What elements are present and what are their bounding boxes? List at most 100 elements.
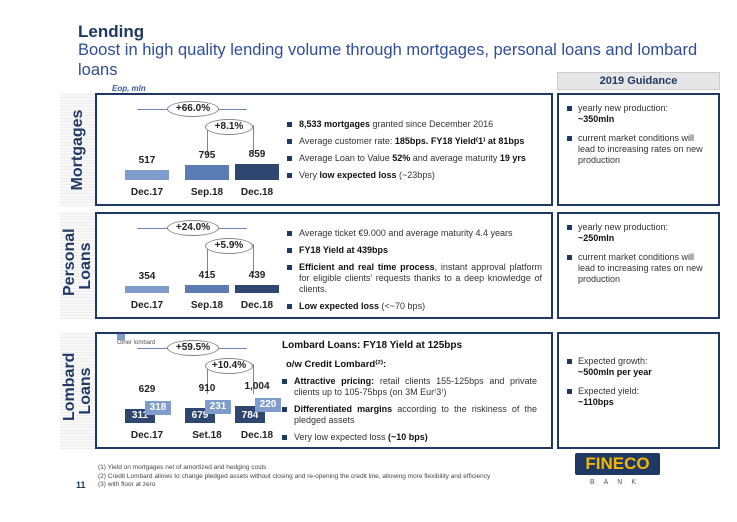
bullet-text: Very low expected loss (~10 bps): [294, 432, 428, 443]
page-number: 11: [76, 480, 86, 490]
bar-total: 910: [198, 383, 216, 395]
bullet-item: 8,533 mortgages granted since December 2…: [287, 119, 547, 130]
bullet-text: Differentiated margins according to the …: [294, 404, 537, 426]
bar-value: 318: [149, 402, 167, 413]
footnote: (1) Yield on mortgages net of amortized …: [98, 464, 267, 471]
bullet-text-part: retail clients 155-125bps and private cl…: [294, 376, 538, 397]
section-panel-0: +66.0% +8.1% Dec.17 Sep.18 Dec.18 517 795 859 8,…: [95, 93, 553, 206]
category-label: Dec.17: [130, 430, 164, 441]
bullet-text-part: Attractive pricing:: [294, 376, 375, 386]
bar-value: 231: [209, 401, 227, 413]
section-label-0: Mortgages: [60, 93, 95, 206]
guidance-item: Expected yield: ~110bps: [567, 386, 710, 408]
bullet-text-part: Efficient and real time process: [299, 262, 435, 272]
bullet-icon: [282, 435, 287, 440]
guidance-value: ~500mln per year: [578, 367, 652, 377]
growth-arrow: [207, 244, 208, 274]
guidance-panel-0: yearly new production: ~350mln current mar…: [557, 93, 720, 206]
bullet-icon: [567, 106, 572, 111]
section-label: Mortgages: [68, 109, 86, 190]
guidance-value: ~110bps: [578, 397, 614, 407]
bullet-text-part: Average ticket €9.000 and average maturi…: [299, 228, 513, 238]
page-title: Lending: [78, 22, 145, 41]
bullet-text-part: Low expected loss: [299, 301, 380, 311]
growth-total-badge: +59.5%: [167, 340, 219, 356]
growth-arrow: [207, 364, 208, 394]
bullet-icon: [287, 173, 292, 178]
guidance-line: Expected growth:: [578, 356, 648, 366]
guidance-item: current market conditions will lead to i…: [567, 133, 710, 166]
section-panel-1: +24.0% +5.9% Dec.17 Sep.18 Dec.18 354 415 439 Av…: [95, 212, 553, 319]
bullet-text-part: FY18 Yield at 439bps: [299, 245, 389, 255]
growth-arrow: [253, 125, 254, 155]
bullet-text: 8,533 mortgages granted since December 2…: [299, 119, 493, 130]
bullet-text-part: 19 yrs: [499, 153, 526, 163]
bar-value: 517: [138, 155, 156, 167]
bullet-text-part: , instant approval platform for eligible…: [299, 262, 542, 294]
bar-value: 415: [198, 270, 216, 282]
bullet-icon: [567, 136, 572, 141]
bullet-text-part: granted since December 2016: [370, 119, 494, 129]
bullet-icon: [567, 359, 572, 364]
category-label: Dec.17: [130, 300, 164, 311]
guidance-line: current market conditions will lead to i…: [578, 252, 703, 284]
category-label: Dec.18: [240, 300, 274, 311]
guidance-text: Expected yield: ~110bps: [578, 386, 639, 408]
bullet-text-part: Very: [299, 170, 320, 180]
bullet-text-part: low expected loss: [319, 170, 397, 180]
bullet-text: Efficient and real time process, instant…: [299, 262, 542, 295]
bullet-item: Very low expected loss (~10 bps): [282, 432, 537, 443]
bullet-text: Average Loan to Value 52% and average ma…: [299, 153, 526, 164]
category-label: Dec.18: [240, 187, 274, 198]
bullet-text-part: Differentiated margins: [294, 404, 393, 414]
bullet-icon: [287, 248, 292, 253]
bar-value: 220: [259, 398, 277, 410]
bullet-text-part: 185bps. FY18 Yield⁽1⁾ at 81bps: [394, 136, 525, 146]
bullet-text: Very low expected loss (~23bps): [299, 170, 435, 181]
lombard-heading: Lombard Loans: FY18 Yield at 125bps: [282, 340, 463, 351]
bullet-text: FY18 Yield at 439bps: [299, 245, 388, 256]
guidance-item: current market conditions will lead to i…: [567, 252, 710, 285]
guidance-value: ~250mln: [578, 233, 615, 243]
bullet-icon: [282, 407, 287, 412]
bar-other-lombard: 220: [255, 397, 281, 412]
section-panel-2: +59.5% +10.4% Dec.17 Set.18 Dec.18 Other lomb…: [95, 332, 553, 449]
bullet-icon: [287, 231, 292, 236]
bar-chart: +66.0% +8.1% Dec.17 Sep.18 Dec.18 517 795 859: [117, 95, 279, 204]
footnote: (3) with floor at zero: [98, 481, 156, 488]
bar-value: 439: [248, 269, 266, 281]
category-label: Dec.17: [130, 187, 164, 198]
growth-recent-badge: +8.1%: [205, 119, 253, 135]
bullet-icon: [287, 304, 292, 309]
bullet-text-part: (~23bps): [396, 170, 435, 180]
guidance-line: current market conditions will lead to i…: [578, 133, 703, 165]
bullet-item: Average ticket €9.000 and average maturi…: [287, 228, 542, 239]
bar-other-lombard: 318: [145, 401, 171, 415]
bullet-icon: [287, 122, 292, 127]
bullet-text-part: (~10 bps): [385, 432, 428, 442]
bullet-icon: [282, 379, 287, 384]
bar: [125, 170, 169, 180]
bullet-icon: [287, 156, 292, 161]
bullet-item: Attractive pricing: retail clients 155-1…: [282, 376, 537, 398]
category-label: Sep.18: [190, 300, 224, 311]
bar-total: 629: [138, 384, 156, 395]
logo-subtext: BANK: [589, 479, 646, 486]
section-label-1: Personal Loans: [60, 212, 95, 319]
bullet-list: 8,533 mortgages granted since December 2…: [287, 119, 547, 187]
bullet-text: Attractive pricing: retail clients 155-1…: [294, 376, 537, 398]
bullet-icon: [567, 255, 572, 260]
bar-total: 1,004: [244, 380, 270, 392]
bullet-item: FY18 Yield at 439bps: [287, 245, 542, 256]
bar-chart: +24.0% +5.9% Dec.17 Sep.18 Dec.18 354 415 439: [117, 214, 279, 317]
guidance-panel-1: yearly new production: ~250mln current mar…: [557, 212, 720, 319]
unit-note: Eop, mln: [112, 84, 146, 93]
bar-value: 859: [248, 148, 266, 160]
section-label-2: Lombard Loans: [60, 332, 95, 449]
bullet-icon: [287, 139, 292, 144]
guidance-line: Expected yield:: [578, 386, 640, 396]
bullet-icon: [567, 225, 572, 230]
bullet-list: Lombard Loans: FY18 Yield at 125bps o/w C…: [282, 340, 537, 449]
guidance-text: yearly new production: ~350mln: [578, 103, 668, 125]
bar: [125, 286, 169, 293]
